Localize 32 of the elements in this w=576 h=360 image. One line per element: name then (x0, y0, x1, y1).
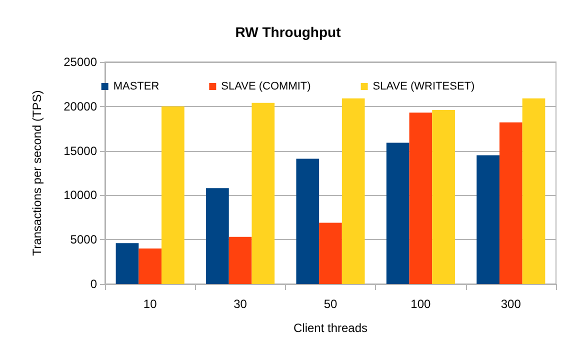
bar (116, 243, 139, 284)
bar (386, 142, 410, 284)
x-tick-label: 100 (410, 297, 432, 311)
bar (252, 102, 275, 284)
y-tick-label: 15000 (64, 144, 98, 158)
bar (499, 122, 522, 284)
x-tick-label: 50 (324, 297, 338, 311)
x-axis-title: Client threads (293, 321, 368, 335)
x-tick-label: 300 (500, 297, 522, 311)
legend-label: SLAVE (WRITESET) (372, 80, 475, 92)
y-axis-title: Transactions per second (TPS) (30, 90, 44, 256)
x-tick-label: 10 (143, 297, 158, 311)
y-tick-label: 20000 (64, 99, 98, 114)
bar (296, 158, 320, 284)
bar (138, 248, 162, 284)
y-tick-label: 0 (90, 277, 98, 291)
bar (342, 98, 365, 284)
chart-title: RW Throughput (235, 24, 342, 40)
bar (206, 188, 229, 284)
y-tick-label: 10000 (64, 188, 98, 202)
y-tick-label: 5000 (70, 232, 98, 247)
bar (228, 236, 252, 284)
bar (522, 98, 546, 284)
y-tick-label: 25000 (64, 55, 98, 69)
x-tick-label: 30 (234, 297, 248, 311)
legend-label: MASTER (113, 80, 160, 92)
bar (319, 222, 342, 284)
legend-label: SLAVE (COMMIT) (221, 80, 311, 92)
bar (162, 106, 184, 284)
bar (432, 110, 455, 284)
bar (409, 112, 432, 284)
bar (476, 155, 500, 284)
